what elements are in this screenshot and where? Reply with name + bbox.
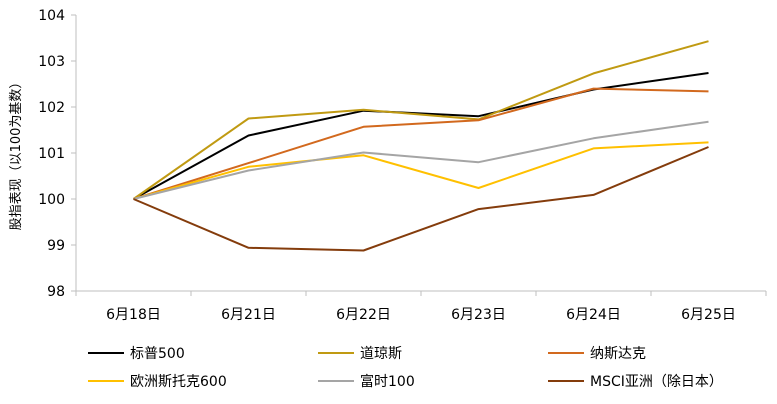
x-tick-label: 6月25日	[681, 307, 736, 323]
y-tick-label: 99	[47, 238, 65, 254]
x-tick-label: 6月23日	[451, 307, 506, 323]
y-tick-label: 100	[38, 192, 65, 208]
y-tick-label: 104	[38, 8, 65, 24]
series-line	[133, 146, 709, 252]
x-tick-label: 6月22日	[336, 307, 391, 323]
x-tick-label: 6月24日	[566, 307, 621, 323]
y-axis-title: 股指表现（以100为基数）	[9, 76, 24, 231]
series-line	[133, 72, 709, 200]
x-tick-label: 6月18日	[106, 307, 161, 323]
series-line	[133, 120, 709, 200]
y-tick-label: 98	[47, 284, 65, 300]
y-tick-label: 101	[38, 146, 65, 162]
series-line	[133, 87, 709, 200]
y-tick-label: 103	[38, 54, 65, 70]
series-layer	[132, 40, 709, 252]
x-tick-label: 6月21日	[221, 307, 276, 323]
series-line	[133, 141, 709, 200]
y-tick-label: 102	[38, 100, 65, 116]
series-line	[132, 40, 709, 200]
axes: 98 99 100 101 102 103 104 6月18日 6月21日 6月22日 6月23日 6…	[9, 8, 767, 323]
